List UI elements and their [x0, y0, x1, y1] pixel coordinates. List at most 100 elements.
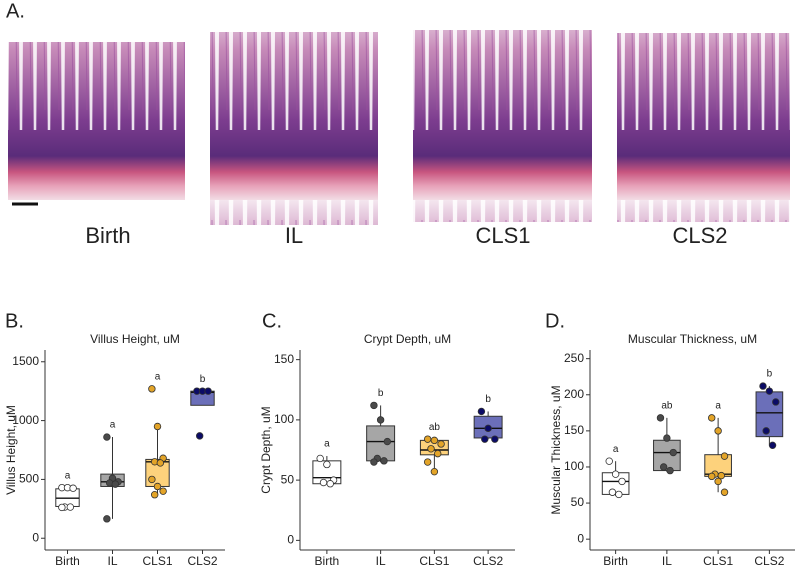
x-tick-label: IL	[107, 554, 117, 568]
data-point	[148, 385, 156, 393]
data-point	[319, 478, 328, 487]
data-point	[663, 434, 671, 442]
chart-title: Muscular Thickness, uM	[628, 332, 757, 346]
data-point	[759, 382, 767, 390]
x-tick-label: IL	[376, 554, 386, 568]
data-point	[615, 490, 623, 499]
data-point	[430, 467, 439, 476]
image-label: IL	[285, 223, 303, 248]
data-point	[430, 436, 439, 445]
significance-letter: a	[324, 439, 330, 450]
y-tick-label: 50	[281, 472, 295, 486]
y-axis-label: Villus Height, uM	[4, 405, 18, 495]
data-point	[427, 445, 435, 453]
data-point	[772, 398, 780, 406]
significance-letter: ab	[661, 401, 673, 412]
image-label: CLS1	[475, 223, 530, 248]
image-label: Birth	[85, 223, 130, 248]
data-point	[148, 475, 156, 484]
histology-image	[617, 33, 790, 222]
x-tick-label: Birth	[603, 554, 628, 568]
data-point	[714, 427, 722, 435]
histology-image	[413, 30, 592, 222]
y-tick-label: 0	[287, 533, 294, 547]
data-point	[376, 416, 385, 424]
significance-letter: a	[155, 371, 161, 382]
data-point	[370, 458, 378, 466]
y-tick-label: 0	[32, 530, 39, 544]
data-point	[66, 503, 75, 511]
x-tick-label: CLS2	[754, 554, 784, 568]
significance-letter: a	[65, 470, 71, 481]
panel-label: C.	[262, 310, 282, 332]
data-point	[481, 435, 489, 443]
y-tick-label: 100	[274, 412, 294, 426]
data-point	[153, 482, 162, 491]
x-tick-label: IL	[662, 554, 672, 568]
panel-label: D.	[545, 310, 565, 332]
y-axis-label: Muscular Thickness, uM	[549, 385, 563, 514]
significance-letter: b	[378, 388, 384, 399]
data-point	[156, 459, 165, 467]
data-point	[159, 487, 167, 495]
data-point	[768, 441, 777, 450]
data-point	[491, 435, 499, 443]
data-point	[708, 472, 716, 481]
y-tick-label: 1000	[12, 413, 39, 427]
data-point	[669, 448, 677, 457]
panel-label: B.	[5, 310, 24, 332]
data-point	[765, 387, 774, 395]
y-tick-label: 250	[564, 351, 584, 365]
data-point	[69, 484, 77, 492]
data-point	[762, 427, 770, 435]
data-point	[323, 460, 331, 469]
significance-letter: a	[110, 420, 116, 431]
data-point	[204, 387, 212, 395]
data-point	[708, 414, 716, 422]
data-point	[666, 466, 674, 475]
data-point	[423, 458, 432, 466]
data-point	[326, 480, 334, 488]
data-point	[611, 470, 620, 478]
y-tick-label: 150	[274, 352, 294, 366]
x-tick-label: CLS2	[473, 554, 503, 568]
significance-letter: b	[485, 394, 491, 405]
data-point	[720, 452, 729, 460]
significance-letter: ab	[429, 422, 441, 433]
significance-letter: a	[613, 444, 619, 455]
data-point	[423, 435, 432, 443]
data-point	[659, 463, 668, 471]
significance-letter: b	[767, 369, 773, 380]
data-point	[103, 515, 111, 523]
y-tick-label: 0	[577, 531, 584, 545]
y-tick-label: 50	[571, 495, 585, 509]
histology-image	[8, 42, 185, 200]
data-point	[370, 401, 378, 410]
data-point	[383, 437, 392, 446]
data-point	[605, 457, 613, 465]
panel-label: A.	[6, 0, 25, 22]
y-tick-label: 150	[564, 423, 584, 437]
data-point	[720, 488, 729, 496]
data-point	[717, 471, 726, 480]
x-tick-label: CLS2	[187, 554, 217, 568]
data-point	[714, 477, 722, 486]
data-point	[153, 422, 162, 431]
significance-letter: a	[715, 401, 721, 412]
data-point	[380, 457, 388, 465]
significance-letter: b	[200, 374, 206, 385]
x-tick-label: Birth	[315, 554, 340, 568]
data-point	[477, 407, 486, 416]
x-tick-label: CLS1	[419, 554, 449, 568]
data-point	[58, 503, 66, 512]
y-tick-label: 100	[564, 459, 584, 473]
data-point	[434, 449, 442, 458]
data-point	[111, 480, 120, 488]
x-tick-label: CLS1	[142, 554, 172, 568]
histology-image	[210, 32, 378, 225]
data-point	[656, 414, 665, 422]
data-point	[103, 433, 111, 441]
data-point	[316, 454, 324, 463]
chart-title: Crypt Depth, uM	[364, 332, 451, 346]
